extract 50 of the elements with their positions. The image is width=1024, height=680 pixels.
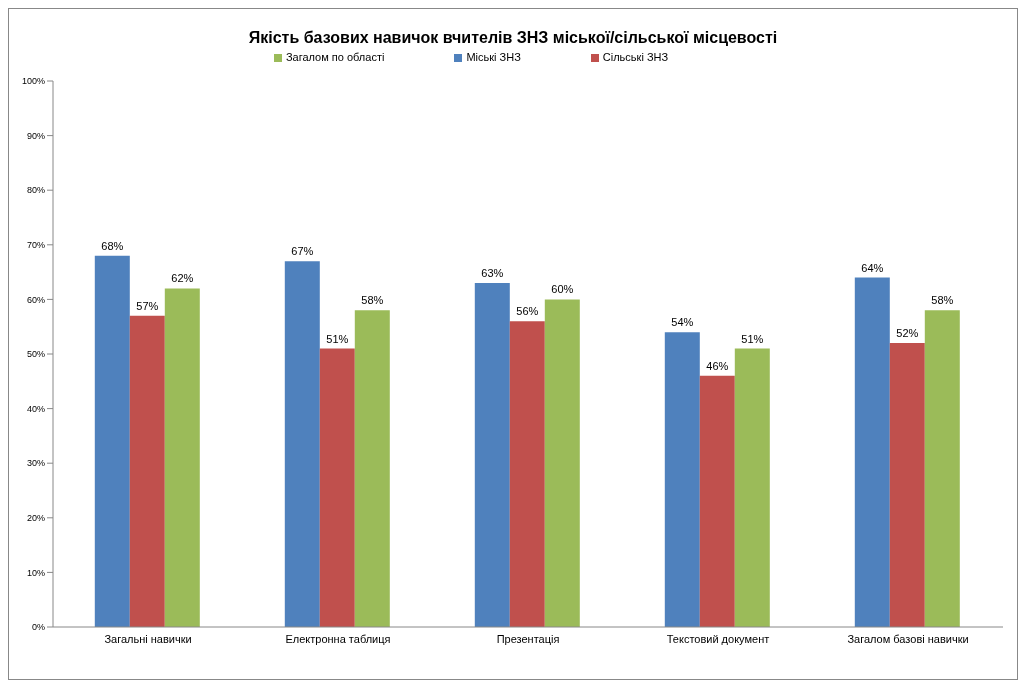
data-label: 54% — [671, 316, 694, 329]
chart-title: Якість базових навичок вчителів ЗНЗ міської/сільської місцевості — [247, 29, 779, 47]
data-label: 58% — [931, 294, 954, 307]
y-tick-label: 0% — [31, 622, 45, 633]
y-tick-label: 40% — [26, 403, 45, 414]
y-tick-label: 90% — [26, 130, 45, 141]
bar — [94, 255, 130, 627]
data-label: 51% — [326, 332, 349, 345]
x-tick-label: Текстовий документ — [666, 632, 770, 645]
y-tick-label: 100% — [21, 76, 45, 87]
data-label: 46% — [706, 359, 729, 372]
y-tick-label: 10% — [26, 567, 45, 578]
data-label: 60% — [551, 283, 574, 296]
bar — [734, 348, 770, 627]
bar — [129, 315, 165, 627]
bar — [924, 310, 960, 627]
data-label: 58% — [361, 294, 384, 307]
data-label: 64% — [861, 261, 884, 274]
y-tick-label: 50% — [26, 349, 45, 360]
x-tick-label: Презентація — [496, 632, 560, 645]
bar — [509, 321, 545, 627]
bar — [354, 310, 390, 627]
y-tick-label: 20% — [26, 512, 45, 523]
legend-label: Сільські ЗНЗ — [602, 51, 669, 63]
bar — [164, 288, 200, 627]
bar — [544, 299, 580, 627]
data-label: 56% — [516, 305, 539, 318]
data-label: 51% — [741, 332, 764, 345]
x-tick-label: Загальні навички — [104, 632, 192, 645]
bar — [699, 375, 735, 627]
bar — [474, 283, 510, 627]
legend-label: Міські ЗНЗ — [466, 51, 521, 63]
y-tick-label: 30% — [26, 458, 45, 469]
bar — [854, 277, 890, 627]
y-tick-label: 80% — [26, 185, 45, 196]
data-label: 63% — [481, 267, 504, 280]
bar — [284, 261, 320, 627]
bar — [889, 343, 925, 627]
x-tick-label: Електронна таблиця — [285, 632, 391, 645]
data-label: 67% — [291, 245, 314, 258]
data-label: 52% — [896, 327, 919, 340]
bar — [664, 332, 700, 627]
data-label: 62% — [171, 272, 194, 285]
x-tick-label: Загалом базові навички — [847, 632, 969, 645]
y-tick-label: 70% — [26, 240, 45, 250]
bar — [319, 348, 355, 627]
y-tick-label: 60% — [26, 294, 45, 305]
data-label: 57% — [136, 299, 159, 312]
data-label: 68% — [101, 239, 124, 252]
legend-label: Загалом по області — [285, 51, 385, 63]
